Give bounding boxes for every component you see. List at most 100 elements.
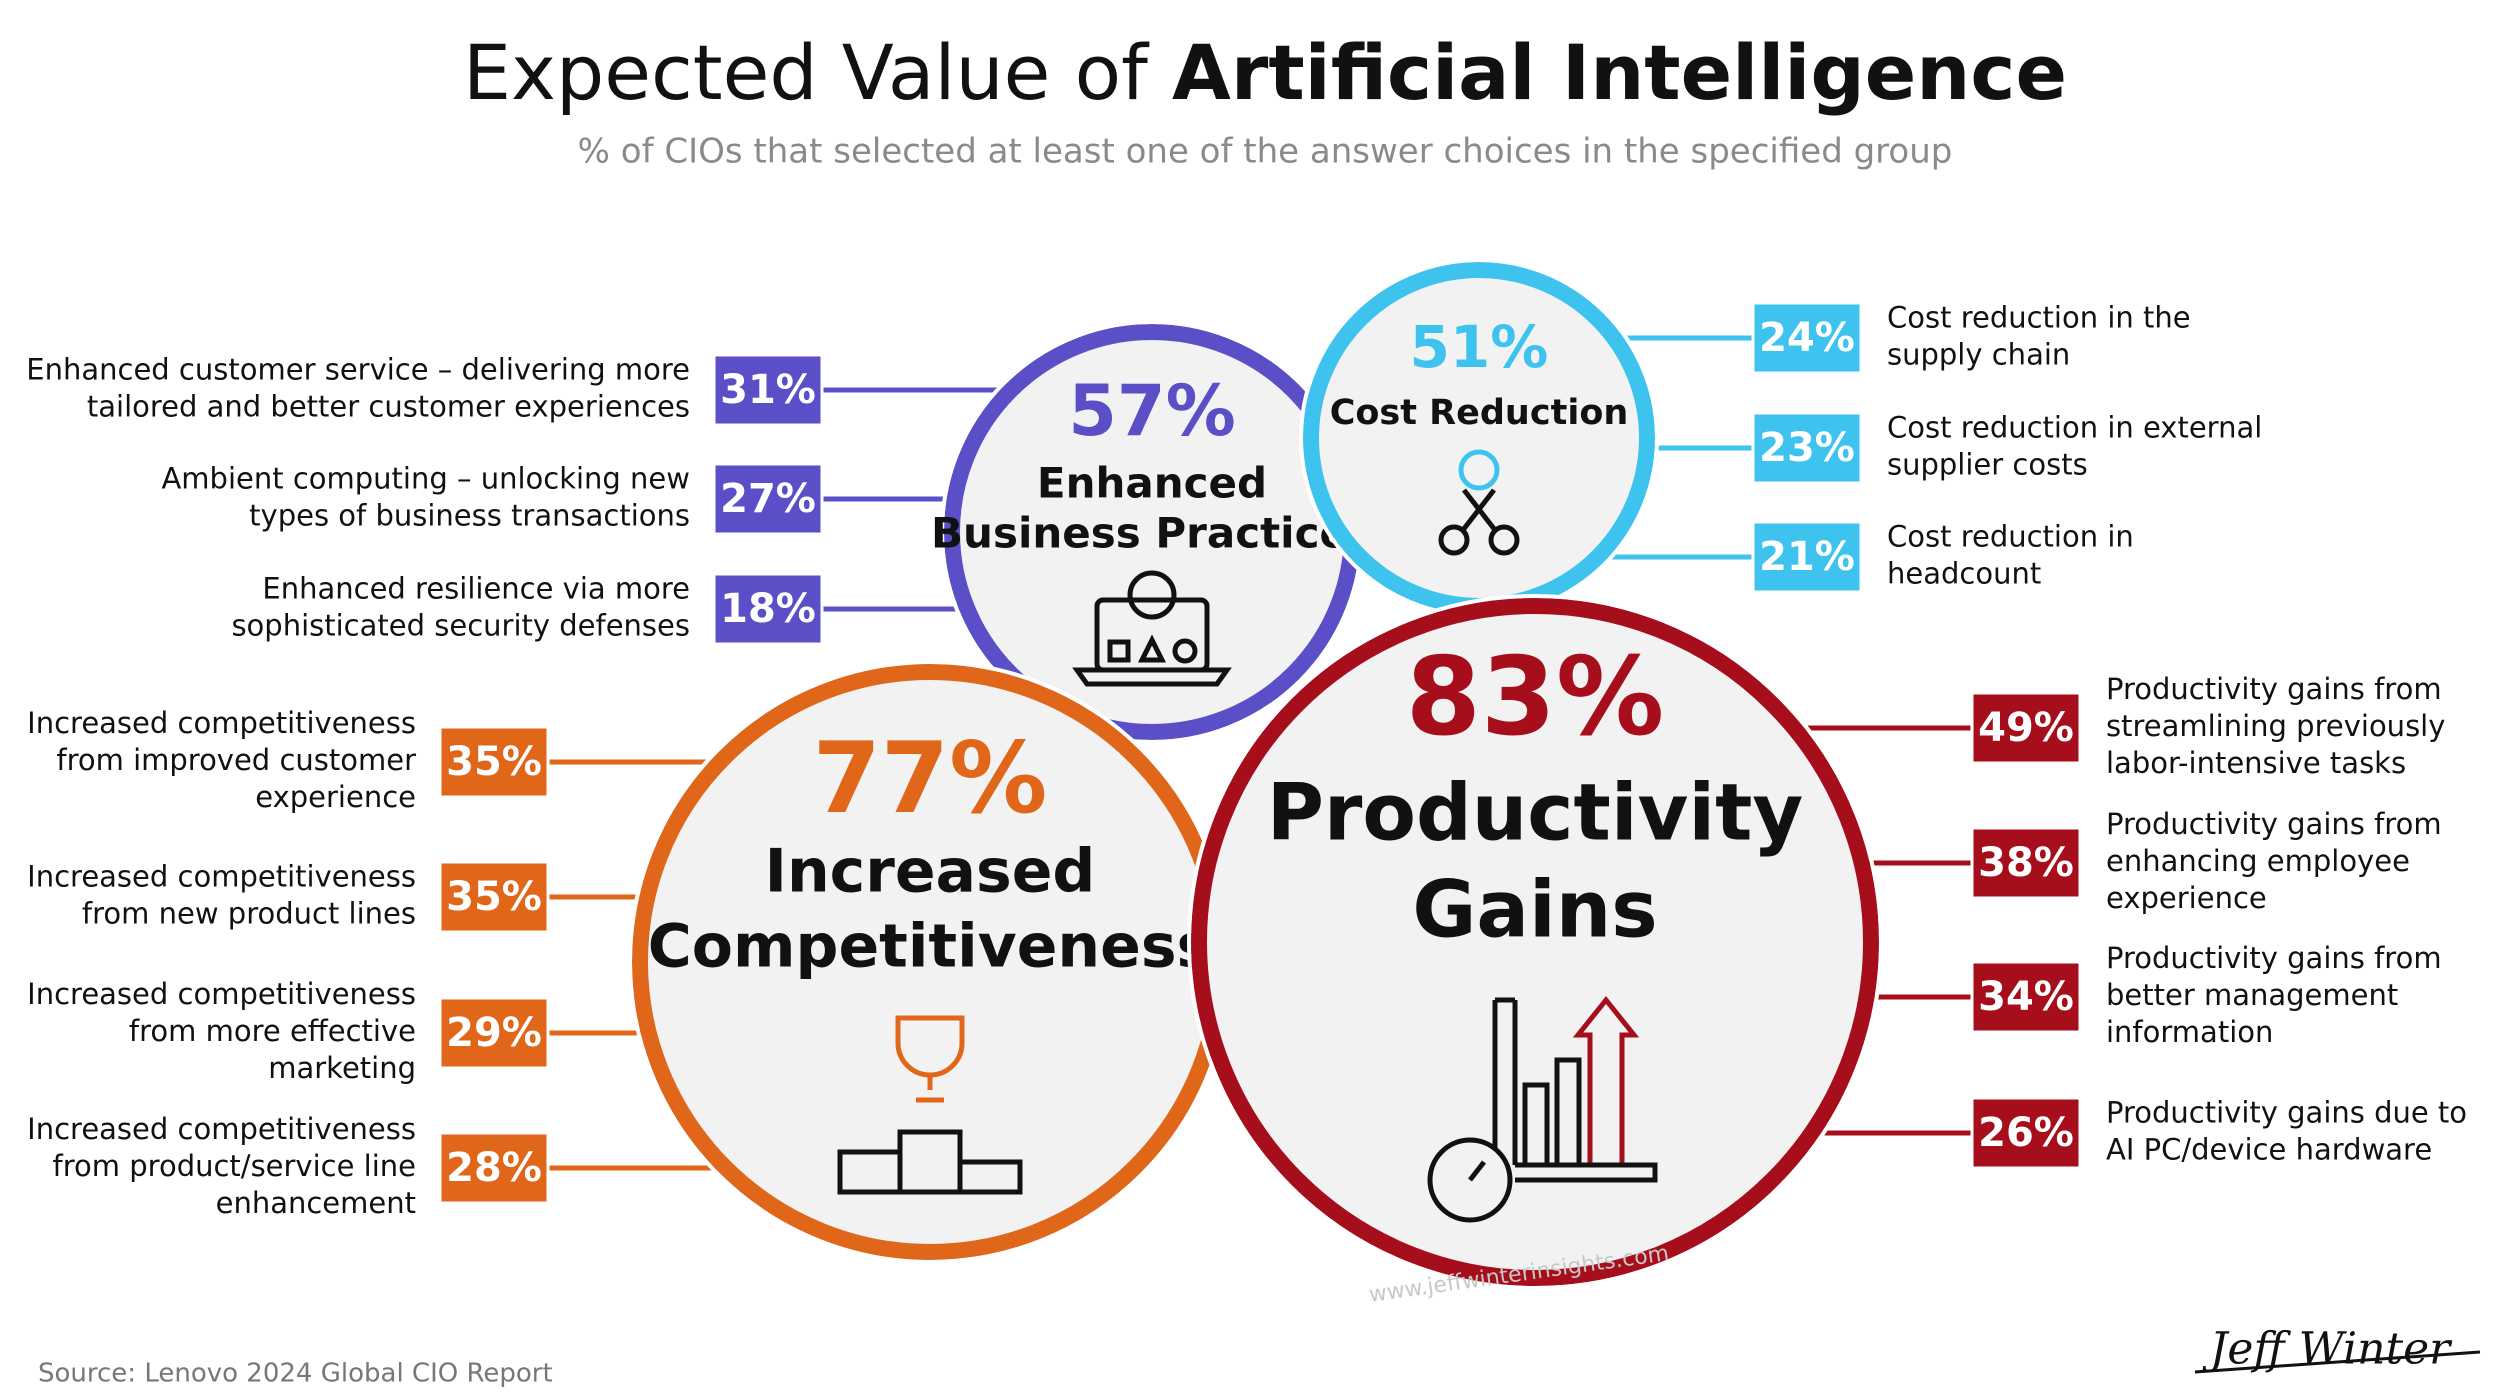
badge-value: 21% [1759,534,1855,580]
item-label: Increased competitiveness [27,977,416,1011]
item-label: marketing [268,1051,416,1085]
icon-part [1468,1160,1486,1182]
item-label: Cost reduction in [1887,520,2134,554]
item-label: from more effective [129,1014,416,1048]
icon-part [1492,997,1518,1165]
badge-value: 31% [720,367,816,413]
item-label: from new product lines [82,897,416,931]
item-label: Cost reduction in the [1887,301,2191,335]
icon-part [1458,449,1500,491]
badge-value: 18% [720,586,816,632]
icon-part [1107,639,1131,663]
item-label: sophisticated security defenses [231,609,690,643]
circle-outline [1187,594,1883,1290]
item-label: labor-intensive tasks [2106,746,2406,780]
badge [438,725,550,799]
title-bold: Artificial Intelligence [1172,28,2067,117]
badge [712,572,824,646]
item-label: better management [2106,978,2398,1012]
icon-part [1572,995,1640,1165]
icon-part [1072,667,1232,687]
icon-part [837,1149,903,1195]
item-label: information [2106,1015,2273,1049]
group-name: Productivity [1267,768,1804,858]
item-label: headcount [1887,557,2041,591]
icon-part [1127,570,1177,620]
item-label: Enhanced customer service – delivering m… [26,353,690,387]
circle [1191,598,1879,1286]
group-circle: 51% Cost Reduction [1299,258,1659,618]
badge-value: 49% [1978,705,2074,751]
group-name: Competitiveness [648,912,1213,982]
badge [1970,960,2082,1034]
icon-part [1461,488,1497,532]
badge-value: 26% [1978,1110,2074,1156]
item-label: Cost reduction in external [1887,411,2262,445]
icon-part [1438,524,1470,556]
item-label: Productivity gains due to [2106,1096,2467,1130]
item-label: Increased competitiveness [27,706,416,740]
badge-value: 27% [720,476,816,522]
title-regular: Expected Value of [463,28,1172,117]
group-value: 57% [1068,370,1236,452]
badge-value: 24% [1759,315,1855,361]
badge [438,1131,550,1205]
item-label: supply chain [1887,338,2070,372]
badge-value: 34% [1978,974,2074,1020]
subtitle: % of CIOs that selected at least one of … [578,132,1953,172]
badge-value: 23% [1759,425,1855,471]
item-label: experience [255,780,416,814]
signature-stroke [2194,1350,2481,1374]
group-name: Business Practices [931,509,1373,558]
item-label: streamlining previously [2106,709,2445,743]
group-value: 83% [1406,635,1665,760]
badge [1751,520,1863,594]
item-label: enhancement [216,1186,416,1220]
icon-part [957,1159,1023,1195]
item-label: Productivity gains from [2106,941,2442,975]
badge [438,996,550,1070]
badge [1751,411,1863,485]
item-label: experience [2106,881,2267,915]
item-label: tailored and better customer experiences [87,390,690,424]
item-label: AI PC/device hardware [2106,1133,2432,1167]
item-label: Enhanced resilience via more [262,572,690,606]
icon-part [916,1075,944,1103]
icon-part [1137,634,1167,663]
item-label: Productivity gains from [2106,807,2442,841]
badge [712,462,824,536]
item-label: from product/service line [53,1149,416,1183]
item-label: Increased competitiveness [27,860,416,894]
badge [1970,691,2082,765]
title: Expected Value of Artificial Intelligenc… [463,28,2067,117]
signature: Jeff Winter [2202,1324,2453,1375]
item-label: Ambient computing – unlocking new [161,462,690,496]
group-name: Cost Reduction [1330,393,1629,433]
badge [1970,826,2082,900]
badge-value: 38% [1978,840,2074,886]
group-value: 51% [1410,313,1549,381]
item-label: enhancing employee [2106,844,2410,878]
source: Source: Lenovo 2024 Global CIO Report [38,1359,553,1389]
icon-part [1488,524,1520,556]
group-name: Increased [765,837,1096,907]
group-name: Gains [1412,865,1657,955]
badge [1970,1096,2082,1170]
badge [712,353,824,427]
item-label: from improved customer [56,743,416,777]
item-label: types of business transactions [249,499,690,533]
badge-value: 35% [446,739,542,785]
item-label: Increased competitiveness [27,1112,416,1146]
badge [1751,301,1863,375]
icon-part [895,1015,965,1078]
badge [438,860,550,934]
badge-value: 28% [446,1145,542,1191]
group-name: Enhanced [1037,459,1267,508]
group-value: 77% [813,722,1048,836]
badge-value: 35% [446,874,542,920]
icon-part [1515,1162,1658,1183]
